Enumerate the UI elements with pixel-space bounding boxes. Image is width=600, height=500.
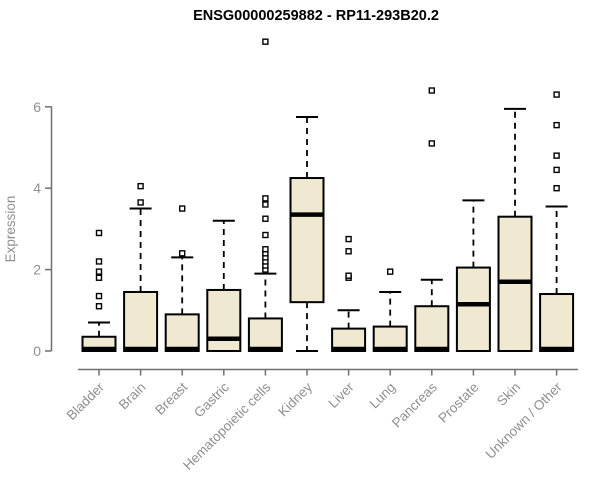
x-category-label: Breast (152, 379, 190, 417)
x-category-label: Unknown / Other (482, 379, 565, 462)
outlier-point (178, 250, 186, 257)
chart-title: ENSG00000259882 - RP11-293B20.2 (193, 8, 439, 24)
x-category-label: Bladder (64, 379, 108, 423)
box-bladder (81, 229, 117, 353)
outlier-point (262, 201, 269, 208)
iqr-box (247, 317, 283, 353)
x-category-label: Liver (325, 379, 357, 411)
box-liver (331, 235, 367, 352)
iqr-box (414, 305, 450, 353)
x-category-label: Brain (116, 380, 149, 413)
outlier-point (95, 229, 103, 237)
box-kidney (289, 115, 325, 352)
box-gastric (206, 219, 242, 353)
iqr-box (123, 290, 159, 352)
outlier-point (553, 184, 560, 192)
y-axis-label: Expression (3, 196, 18, 263)
outlier-point (553, 121, 560, 129)
outlier-point (553, 166, 560, 174)
outlier-point (178, 205, 186, 212)
outlier-point (262, 195, 269, 202)
x-category-label: Kidney (275, 379, 315, 419)
outlier-point (137, 182, 144, 190)
iqr-box (164, 313, 200, 352)
outlier-point (262, 215, 269, 222)
box-brain (123, 182, 159, 352)
box-skin (497, 107, 533, 352)
outlier-point (95, 268, 103, 275)
outlier-point (137, 199, 144, 206)
outlier-point (345, 272, 352, 279)
outlier-point (345, 235, 352, 243)
boxes (81, 38, 575, 353)
outlier-point (428, 87, 435, 94)
box-lung (372, 268, 408, 352)
y-tick-label: 0 (33, 343, 41, 359)
outlier-point (387, 268, 394, 275)
outlier-point (95, 292, 103, 300)
outlier-point (95, 258, 103, 265)
outlier-point (553, 91, 560, 98)
y-tick-label: 4 (33, 180, 41, 196)
iqr-box (206, 288, 242, 353)
outlier-point (95, 303, 103, 310)
outlier-point (553, 152, 560, 159)
x-category-label: Lung (366, 380, 398, 412)
y-tick-label: 2 (33, 262, 41, 278)
outlier-point (262, 38, 269, 45)
outlier-point (262, 231, 269, 239)
outlier-point (428, 140, 435, 147)
outlier-point (345, 248, 352, 255)
iqr-box (539, 293, 575, 352)
x-category-label: Gastric (191, 379, 232, 420)
box-breast (164, 205, 200, 352)
box-prostate (455, 199, 491, 352)
x-category-label: Prostate (435, 380, 481, 426)
x-category-label: Skin (494, 380, 523, 409)
iqr-box (455, 266, 491, 352)
box-unknown-other (539, 91, 575, 352)
outlier-point (95, 274, 103, 281)
x-category-label: Pancreas (389, 379, 440, 430)
y-tick-label: 6 (33, 99, 41, 115)
iqr-box (289, 177, 325, 304)
box-pancreas (414, 87, 450, 353)
box-hematopoietic-cells (247, 38, 283, 353)
outlier-point (262, 246, 269, 253)
